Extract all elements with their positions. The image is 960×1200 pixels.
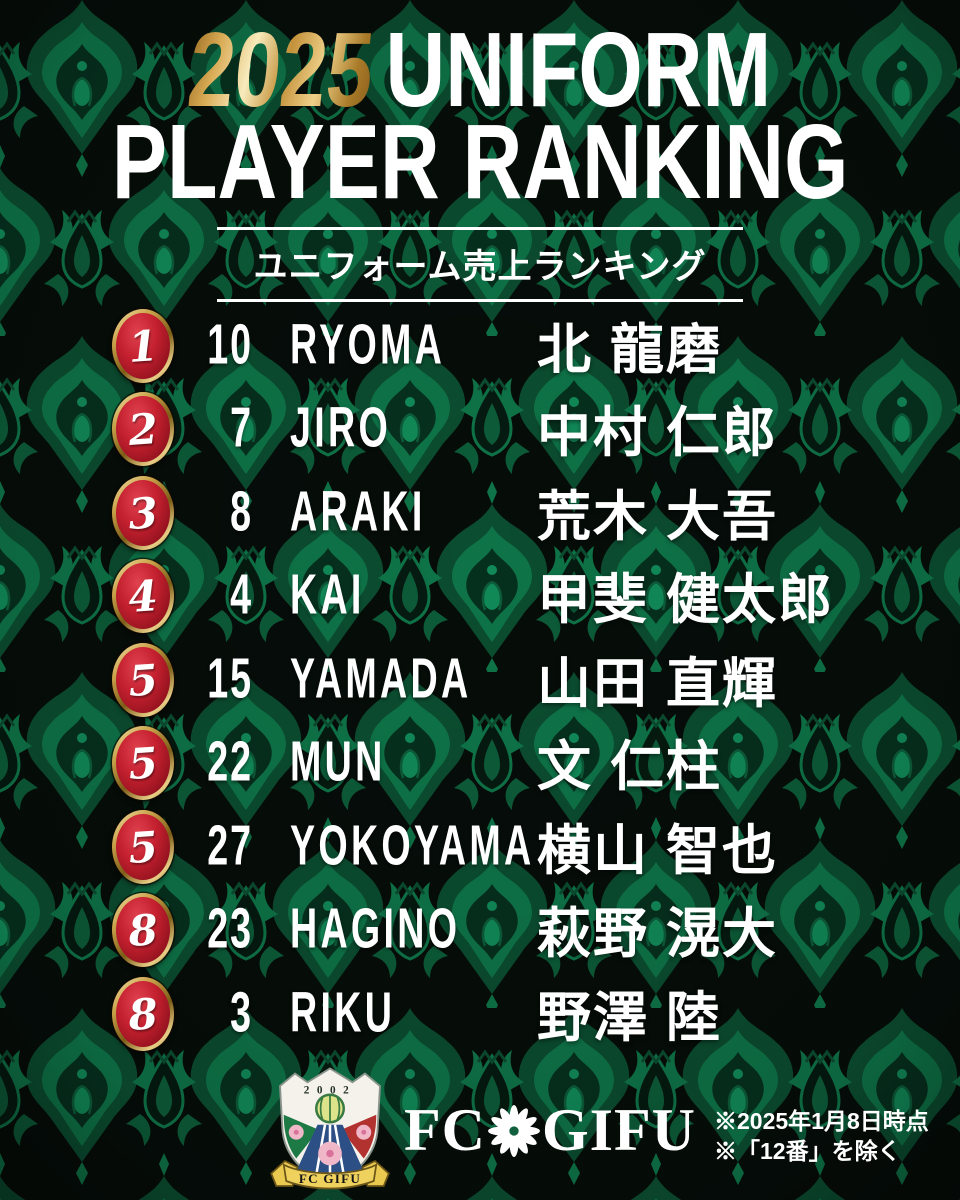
jersey-number: 22: [207, 729, 253, 794]
footer-notes: ※2025年1月8日時点 ※「12番」を除く: [714, 1106, 929, 1166]
wordmark-gifu: GIFU: [541, 1097, 696, 1163]
footer-note-exclusion: ※「12番」を除く: [714, 1138, 901, 1164]
title-line-2: PLAYER RANKING: [0, 103, 960, 221]
rank-number: 5: [126, 737, 160, 789]
ranking-row: 8 23 HAGINO 萩野 滉大: [0, 889, 960, 973]
player-japanese-name: 横山 智也: [537, 820, 779, 881]
rank-badge: 5: [112, 726, 174, 801]
rank-number: 4: [126, 570, 160, 622]
rank-badge: 4: [112, 559, 174, 634]
player-japanese-name: 萩野 滉大: [537, 904, 779, 965]
title-word-uniform: UNIFORM: [385, 11, 772, 129]
rank-badge: 2: [112, 392, 174, 467]
rank-number: 8: [126, 988, 160, 1040]
player-roman-name: HAGINO: [290, 896, 461, 961]
player-roman-name: RYOMA: [290, 312, 446, 377]
player-japanese-name: 山田 直輝: [537, 653, 779, 714]
ranking-row: 8 3 RIKU 野澤 陸: [0, 972, 960, 1056]
footer-note-date: ※2025年1月8日時点: [714, 1108, 929, 1134]
rank-badge: 5: [112, 809, 174, 884]
player-roman-name: MUN: [290, 729, 386, 794]
title-player-ranking: PLAYER RANKING: [111, 103, 849, 221]
player-japanese-name: 野澤 陸: [537, 987, 723, 1048]
ranking-row: 1 10 RYOMA 北 龍磨: [0, 304, 960, 388]
jersey-number: 3: [230, 980, 253, 1045]
rank-number: 3: [126, 487, 160, 539]
player-roman-name: KAI: [290, 562, 365, 627]
jersey-number: 15: [207, 646, 253, 711]
rank-number: 5: [126, 654, 160, 706]
jersey-number: 8: [230, 479, 253, 544]
ranking-row: 5 27 YOKOYAMA 横山 智也: [0, 805, 960, 889]
jersey-number: 4: [230, 562, 253, 627]
title-block: 2025UNIFORM PLAYER RANKING: [0, 11, 960, 221]
rank-badge: 8: [112, 893, 174, 968]
player-roman-name: YOKOYAMA: [290, 813, 535, 878]
jersey-number: 23: [207, 896, 253, 961]
rank-badge: 8: [112, 976, 174, 1051]
player-japanese-name: 文 仁柱: [537, 737, 723, 798]
ranking-row: 4 4 KAI 甲斐 健太郎: [0, 555, 960, 639]
ranking-row: 5 22 MUN 文 仁柱: [0, 722, 960, 806]
player-japanese-name: 甲斐 健太郎: [537, 570, 835, 631]
player-roman-name: ARAKI: [290, 479, 426, 544]
crest-banner-text: FC GIFU: [299, 1171, 361, 1186]
rank-badge: 5: [112, 642, 174, 717]
player-roman-name: YAMADA: [290, 646, 472, 711]
player-roman-name: RIKU: [290, 980, 396, 1045]
rank-badge: 1: [112, 308, 174, 383]
club-wordmark: FC GIFU: [404, 1096, 696, 1165]
player-japanese-name: 北 龍磨: [537, 319, 723, 380]
wordmark-fc: FC: [404, 1097, 486, 1163]
rank-number: 1: [126, 320, 160, 372]
rank-number: 5: [126, 821, 160, 873]
subtitle-text: ユニフォーム売上ランキング: [253, 248, 707, 286]
crest-year-text: 2002: [304, 1085, 357, 1097]
jersey-number: 7: [230, 395, 253, 460]
ranking-row: 5 15 YAMADA 山田 直輝: [0, 638, 960, 722]
player-japanese-name: 荒木 大吾: [537, 486, 779, 547]
rank-badge: 3: [112, 475, 174, 550]
rank-number: 2: [126, 403, 160, 455]
ranking-row: 3 8 ARAKI 荒木 大吾: [0, 471, 960, 555]
club-crest: 2002 FC GIFU: [270, 1067, 390, 1190]
ranking-row: 2 7 JIRO 中村 仁郎: [0, 388, 960, 472]
title-line-1: 2025UNIFORM: [0, 11, 960, 129]
player-roman-name: JIRO: [290, 395, 392, 460]
ranking-list: 1 10 RYOMA 北 龍磨 2 7 JIRO 中村 仁郎 3 8 ARAKI…: [0, 304, 960, 1056]
jersey-number: 10: [207, 312, 253, 377]
jersey-number: 27: [207, 813, 253, 878]
rank-number: 8: [126, 904, 160, 956]
subtitle-banner: ユニフォーム売上ランキング: [217, 227, 743, 302]
flower-icon: [488, 1104, 540, 1157]
player-japanese-name: 中村 仁郎: [537, 403, 779, 464]
